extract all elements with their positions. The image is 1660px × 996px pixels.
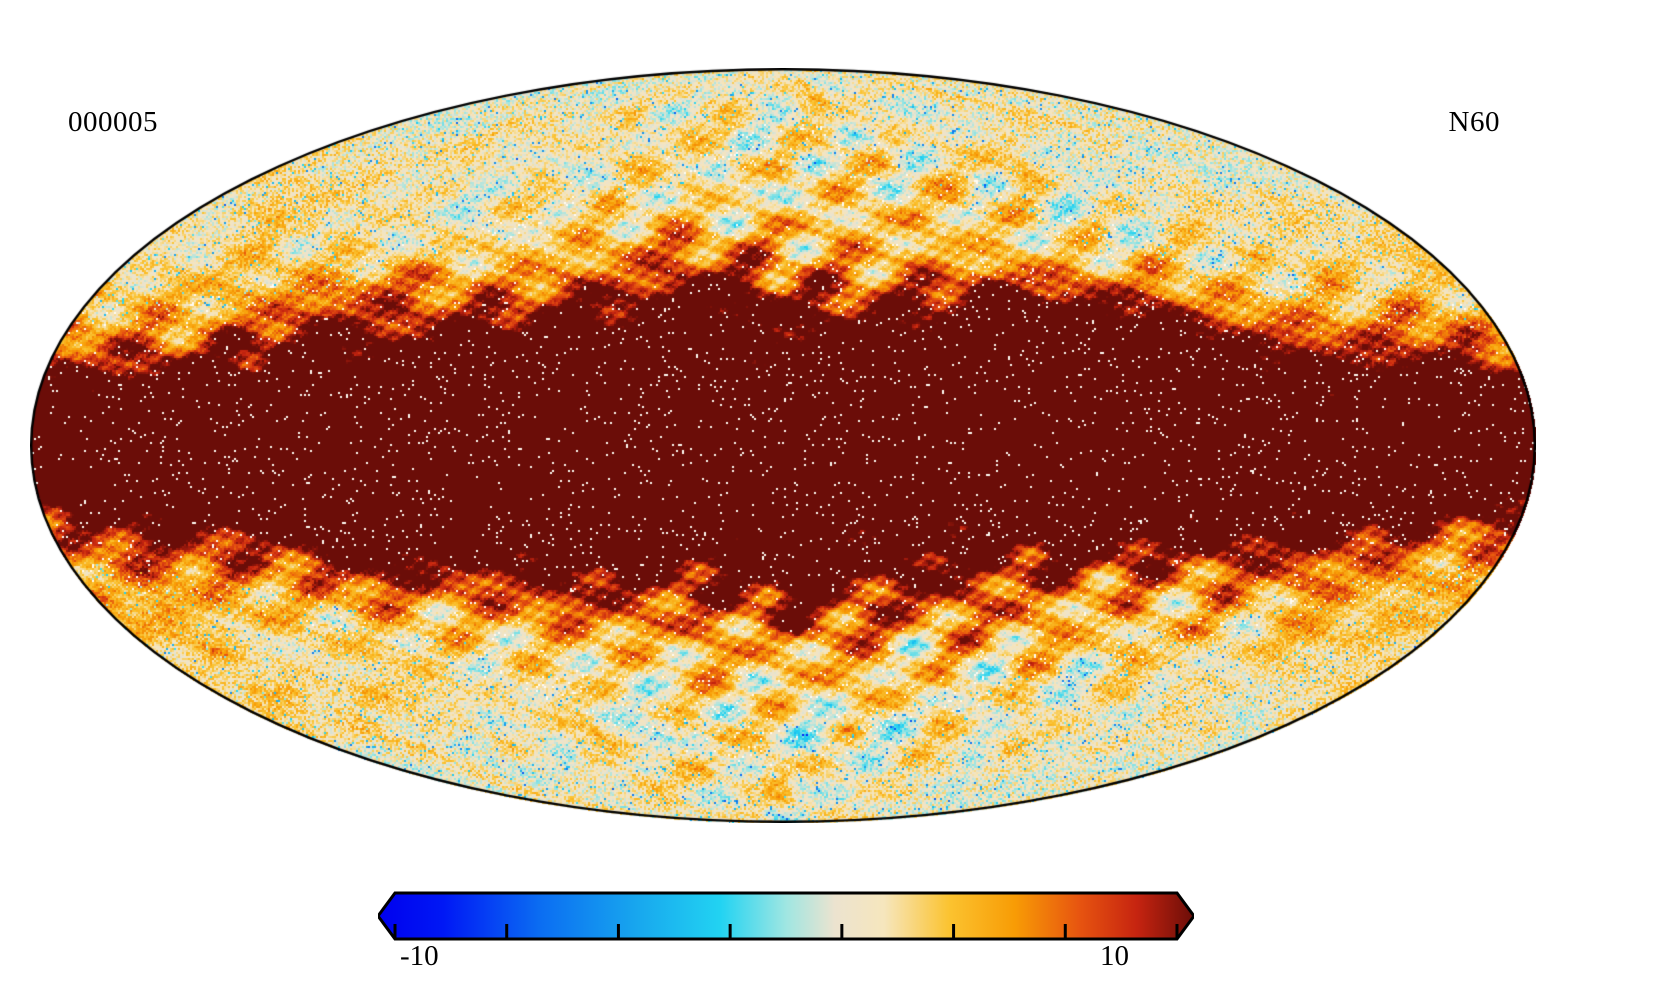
colorbar-svg bbox=[378, 891, 1194, 941]
colorbar-min-label: -10 bbox=[400, 940, 439, 972]
colorbar-max-label: 10 bbox=[1100, 940, 1129, 972]
mollweide-map-canvas bbox=[30, 68, 1536, 823]
colorbar: -10 10 bbox=[378, 888, 1194, 996]
sky-map bbox=[30, 68, 1536, 823]
colorbar-ticks bbox=[393, 924, 1179, 939]
colorbar-gradient-bar bbox=[378, 891, 1194, 941]
